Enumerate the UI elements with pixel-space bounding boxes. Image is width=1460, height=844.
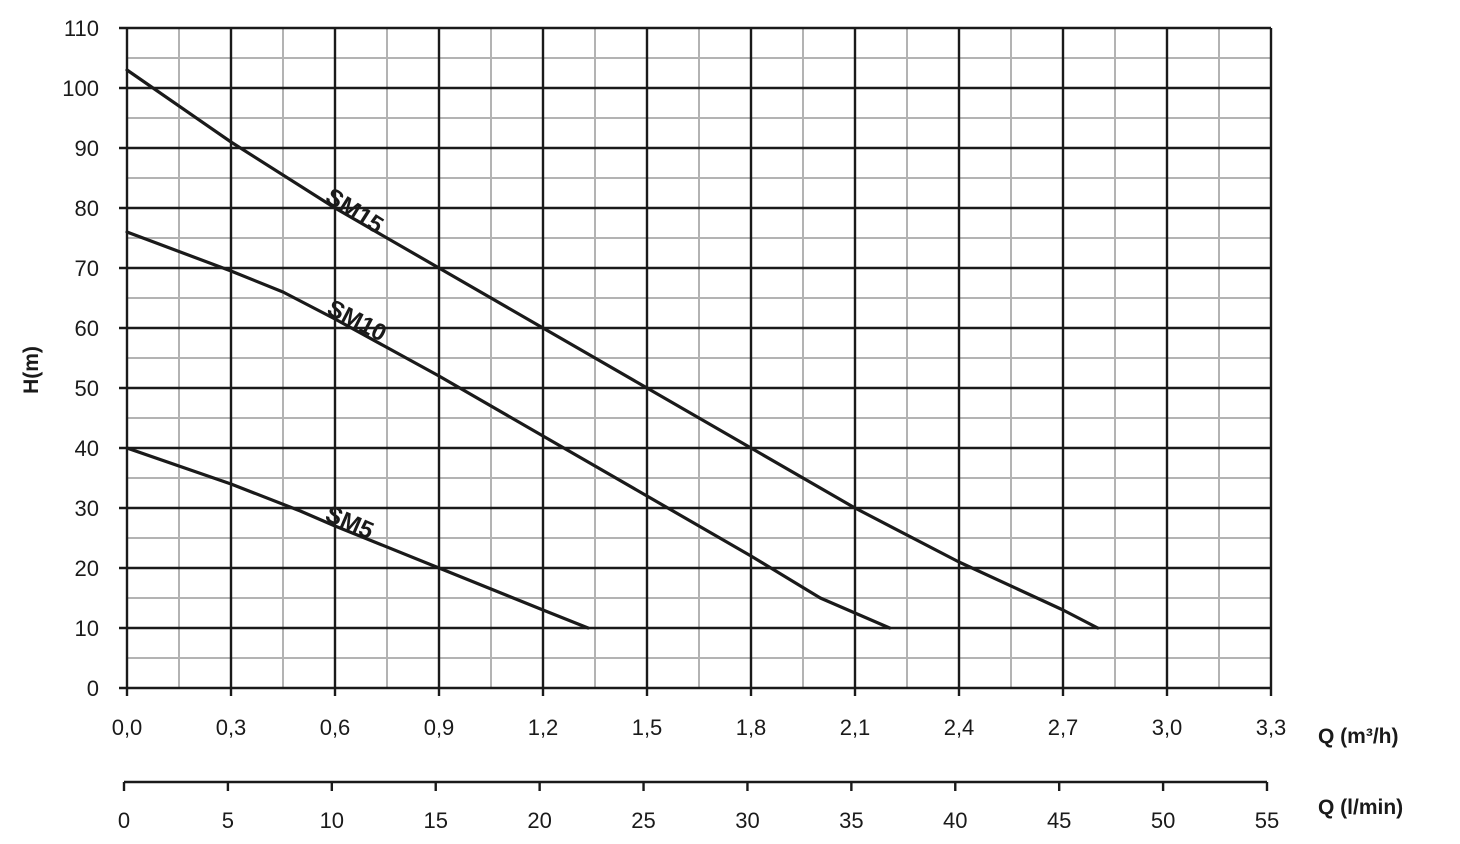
y-tick-label: 90 [75, 136, 99, 161]
y-tick-label: 110 [64, 16, 99, 41]
y-tick-label: 20 [75, 556, 99, 581]
y-tick-label: 30 [75, 496, 99, 521]
x-tick-label: 2,7 [1048, 715, 1079, 740]
x2-tick-label: 55 [1255, 808, 1279, 833]
y-tick-label: 70 [75, 256, 99, 281]
x2-tick-label: 25 [631, 808, 655, 833]
y-tick-label: 50 [75, 376, 99, 401]
x2-tick-label: 10 [320, 808, 344, 833]
x-tick-label: 2,1 [840, 715, 871, 740]
x2-axis-title: Q (l/min) [1318, 796, 1403, 819]
x-tick-label: 0,6 [320, 715, 351, 740]
x-tick-label: 3,3 [1256, 715, 1287, 740]
pump-curves [125, 68, 1100, 630]
y-axis-title: H(m) [20, 346, 43, 394]
x2-tick-label: 0 [118, 808, 130, 833]
curve-sm5 [125, 446, 590, 630]
x-axis-title: Q (m³/h) [1318, 725, 1398, 748]
y-tick-label: 40 [75, 436, 99, 461]
y-tick-label: 0 [87, 676, 99, 701]
x-tick-label: 1,5 [632, 715, 663, 740]
series-label-sm15: SM15 [321, 183, 388, 239]
x2-tick-label: 15 [423, 808, 447, 833]
x-tick-label: 0,3 [216, 715, 247, 740]
x-tick-label: 1,2 [528, 715, 559, 740]
y-tick-label: 100 [62, 76, 99, 101]
y-tick-label: 80 [75, 196, 99, 221]
grid [119, 26, 1273, 791]
x2-tick-label: 50 [1151, 808, 1175, 833]
series-label-sm10: SM10 [323, 295, 391, 348]
x-tick-label: 0,9 [424, 715, 455, 740]
curve-sm10 [125, 230, 892, 630]
x2-tick-label: 45 [1047, 808, 1071, 833]
curve-sm15 [125, 68, 1100, 630]
x2-tick-label: 20 [527, 808, 551, 833]
y-tick-label: 60 [75, 316, 99, 341]
x2-tick-label: 40 [943, 808, 967, 833]
x2-tick-label: 35 [839, 808, 863, 833]
x-tick-label: 1,8 [736, 715, 767, 740]
x2-tick-label: 5 [222, 808, 234, 833]
x-tick-label: 2,4 [944, 715, 975, 740]
x2-tick-label: 30 [735, 808, 759, 833]
y-tick-label: 10 [75, 616, 99, 641]
x-tick-label: 0,0 [112, 715, 143, 740]
x-tick-label: 3,0 [1152, 715, 1183, 740]
